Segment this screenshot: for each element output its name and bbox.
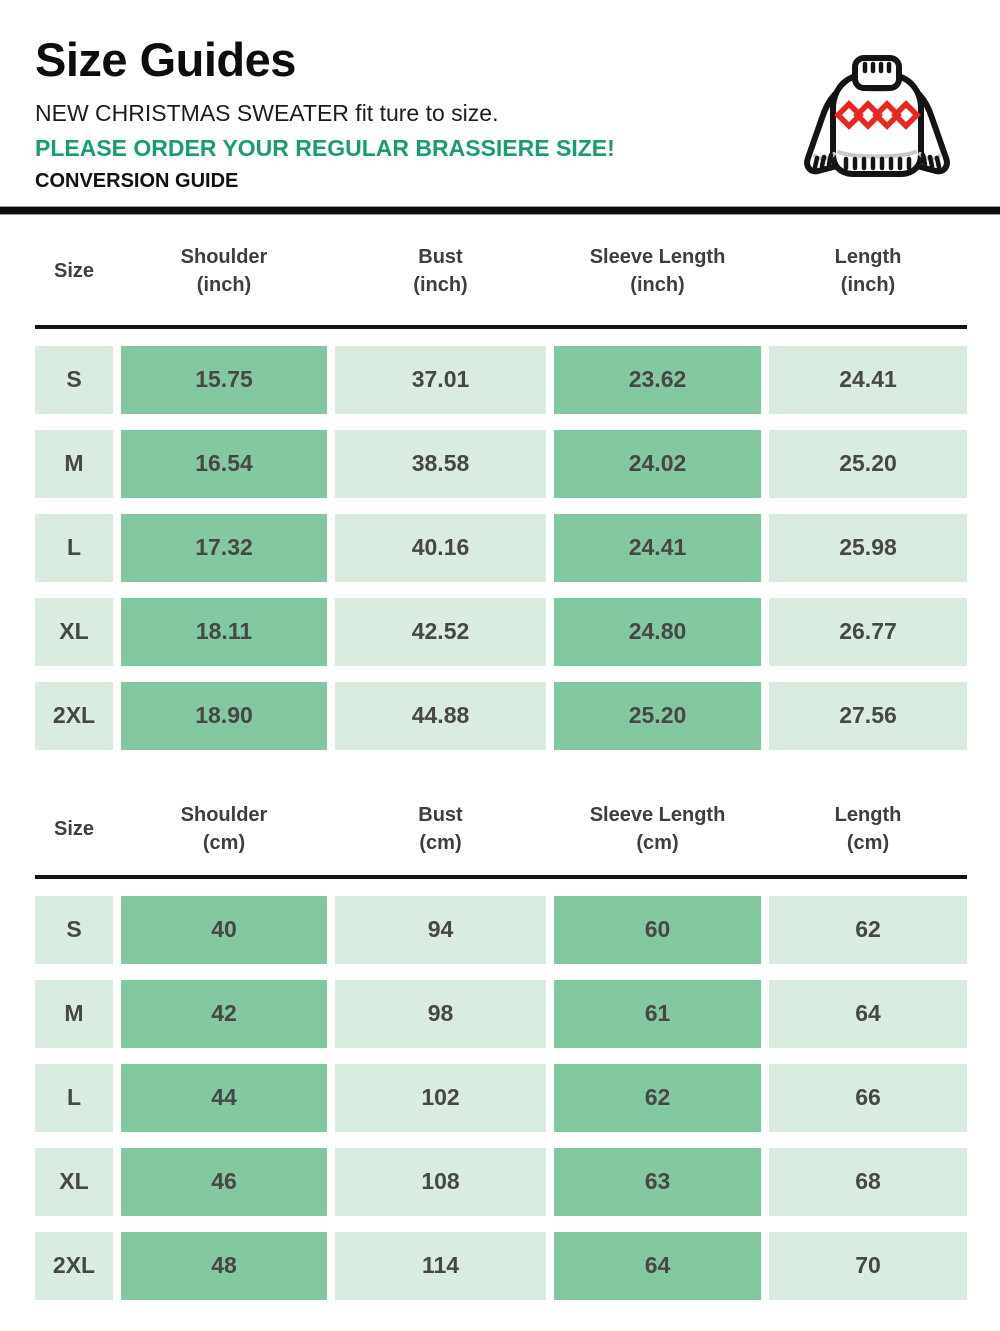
value-cell: 24.41 bbox=[769, 345, 967, 414]
size-cell: XL bbox=[35, 597, 113, 666]
value-cell: 25.98 bbox=[769, 513, 967, 582]
size-cell: S bbox=[35, 895, 113, 964]
size-table-cm-header: Size Shoulder (cm) Bust (cm) Sleeve Leng… bbox=[35, 766, 967, 875]
value-cell: 42.52 bbox=[335, 597, 546, 666]
header-rule bbox=[35, 324, 967, 329]
value-cell: 23.62 bbox=[554, 345, 761, 414]
conversion-guide-label: CONVERSION GUIDE bbox=[35, 169, 239, 192]
table-row-2xl: 2XL 48 114 64 70 bbox=[35, 1231, 967, 1300]
value-cell: 38.58 bbox=[335, 429, 546, 498]
value-cell: 94 bbox=[335, 895, 546, 964]
value-cell: 24.41 bbox=[554, 513, 761, 582]
value-cell: 17.32 bbox=[121, 513, 327, 582]
column-header-sleeve-length: Sleeve Length (inch) bbox=[589, 245, 726, 296]
table-row-l: L 17.32 40.16 24.41 25.98 bbox=[35, 513, 967, 582]
column-header-shoulder: Shoulder (inch) bbox=[180, 245, 268, 296]
header-rule bbox=[35, 874, 967, 879]
value-cell: 70 bbox=[769, 1231, 967, 1300]
value-cell: 40 bbox=[121, 895, 327, 964]
table-row-xl: XL 46 108 63 68 bbox=[35, 1147, 967, 1216]
size-cell: 2XL bbox=[35, 1231, 113, 1300]
value-cell: 61 bbox=[554, 979, 761, 1048]
column-header-size: Size bbox=[53, 817, 95, 840]
size-cell: 2XL bbox=[35, 681, 113, 750]
size-cell: M bbox=[35, 429, 113, 498]
size-cell: L bbox=[35, 1063, 113, 1132]
value-cell: 64 bbox=[554, 1231, 761, 1300]
value-cell: 62 bbox=[554, 1063, 761, 1132]
column-header-bust: Bust (inch) bbox=[413, 245, 468, 296]
value-cell: 114 bbox=[335, 1231, 546, 1300]
column-header-sleeve-length: Sleeve Length (cm) bbox=[589, 803, 726, 854]
christmas-sweater-icon bbox=[804, 55, 950, 177]
table-row-m: M 42 98 61 64 bbox=[35, 979, 967, 1048]
value-cell: 18.90 bbox=[121, 681, 327, 750]
column-header-size: Size bbox=[53, 259, 95, 282]
size-table-cm-body: S 40 94 60 62 M 42 98 61 64 L 44 102 62 … bbox=[35, 879, 967, 1300]
value-cell: 60 bbox=[554, 895, 761, 964]
size-table-inch: Size Shoulder (inch) Bust (inch) Sleeve … bbox=[35, 215, 967, 750]
table-row-2xl: 2XL 18.90 44.88 25.20 27.56 bbox=[35, 681, 967, 750]
value-cell: 44 bbox=[121, 1063, 327, 1132]
value-cell: 64 bbox=[769, 979, 967, 1048]
value-cell: 37.01 bbox=[335, 345, 546, 414]
value-cell: 27.56 bbox=[769, 681, 967, 750]
column-header-shoulder: Shoulder (cm) bbox=[180, 803, 268, 854]
table-row-m: M 16.54 38.58 24.02 25.20 bbox=[35, 429, 967, 498]
value-cell: 102 bbox=[335, 1063, 546, 1132]
value-cell: 62 bbox=[769, 895, 967, 964]
value-cell: 63 bbox=[554, 1147, 761, 1216]
table-row-s: S 15.75 37.01 23.62 24.41 bbox=[35, 345, 967, 414]
size-cell: S bbox=[35, 345, 113, 414]
column-header-bust: Bust (cm) bbox=[418, 803, 463, 854]
page-title: Size Guides bbox=[35, 33, 296, 86]
divider-bar bbox=[0, 205, 1000, 215]
value-cell: 15.75 bbox=[121, 345, 327, 414]
size-cell: M bbox=[35, 979, 113, 1048]
order-size-note: PLEASE ORDER YOUR REGULAR BRASSIERE SIZE… bbox=[35, 135, 615, 162]
value-cell: 66 bbox=[769, 1063, 967, 1132]
value-cell: 48 bbox=[121, 1231, 327, 1300]
header: Size Guides NEW CHRISTMAS SWEATER fit tu… bbox=[0, 0, 1000, 193]
size-table-inch-body: S 15.75 37.01 23.62 24.41 M 16.54 38.58 … bbox=[35, 329, 967, 750]
table-row-s: S 40 94 60 62 bbox=[35, 895, 967, 964]
value-cell: 25.20 bbox=[769, 429, 967, 498]
size-cell: L bbox=[35, 513, 113, 582]
column-header-length: Length (cm) bbox=[834, 803, 902, 854]
value-cell: 16.54 bbox=[121, 429, 327, 498]
value-cell: 108 bbox=[335, 1147, 546, 1216]
value-cell: 44.88 bbox=[335, 681, 546, 750]
fit-note: NEW CHRISTMAS SWEATER fit ture to size. bbox=[35, 100, 499, 126]
value-cell: 46 bbox=[121, 1147, 327, 1216]
value-cell: 24.80 bbox=[554, 597, 761, 666]
value-cell: 18.11 bbox=[121, 597, 327, 666]
value-cell: 68 bbox=[769, 1147, 967, 1216]
value-cell: 26.77 bbox=[769, 597, 967, 666]
value-cell: 98 bbox=[335, 979, 546, 1048]
table-row-l: L 44 102 62 66 bbox=[35, 1063, 967, 1132]
value-cell: 25.20 bbox=[554, 681, 761, 750]
table-row-xl: XL 18.11 42.52 24.80 26.77 bbox=[35, 597, 967, 666]
size-table-cm: Size Shoulder (cm) Bust (cm) Sleeve Leng… bbox=[35, 766, 967, 1300]
value-cell: 42 bbox=[121, 979, 327, 1048]
column-header-length: Length (inch) bbox=[834, 245, 902, 296]
size-table-inch-header: Size Shoulder (inch) Bust (inch) Sleeve … bbox=[35, 215, 967, 325]
value-cell: 40.16 bbox=[335, 513, 546, 582]
value-cell: 24.02 bbox=[554, 429, 761, 498]
size-cell: XL bbox=[35, 1147, 113, 1216]
